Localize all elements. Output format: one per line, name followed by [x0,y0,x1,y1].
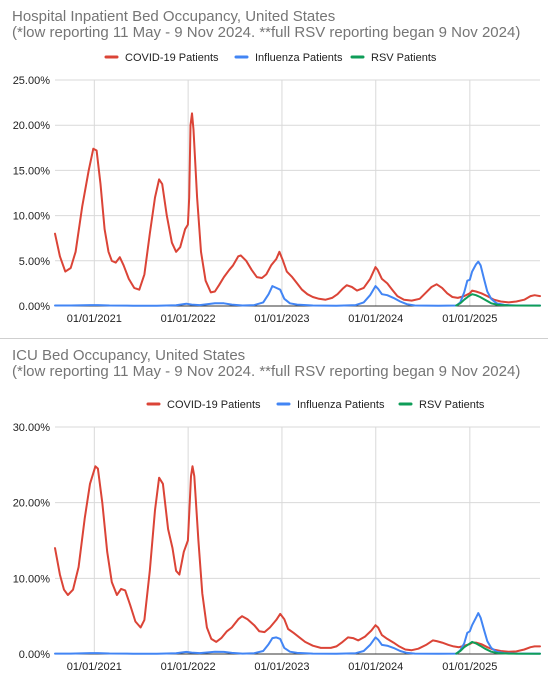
chart-subtitle: (*low reporting 11 May - 9 Nov 2024. **f… [12,363,521,380]
chart-subtitle: (*low reporting 11 May - 9 Nov 2024. **f… [12,24,521,41]
legend-item: RSV Patients [398,399,485,411]
icu-occupancy-chart: ICU Bed Occupancy, United States (*low r… [0,339,548,675]
series-line-covid19 [54,465,541,653]
legend-label: COVID-19 Patients [125,52,219,64]
x-tick-label: 01/01/2023 [254,313,309,325]
y-tick-label: 0.00% [19,649,50,661]
legend-label: Influenza Patients [255,52,343,64]
legend-label: COVID-19 Patients [167,399,261,411]
series-line-covid19 [54,112,541,304]
y-tick-label: 0.00% [19,301,50,313]
x-tick-label: 01/01/2022 [161,313,216,325]
x-tick-label: 01/01/2025 [442,661,497,673]
chart-title: ICU Bed Occupancy, United States [12,347,246,364]
y-tick-label: 20.00% [13,498,51,510]
x-tick-label: 01/01/2022 [161,661,216,673]
y-tick-label: 30.00% [13,422,51,434]
series-line-rsv [455,293,541,307]
y-tick-label: 10.00% [13,573,51,585]
y-tick-label: 15.00% [13,165,51,177]
x-tick-label: 01/01/2024 [348,661,403,673]
legend-item: Influenza Patients [234,52,343,64]
legend-item: COVID-19 Patients [146,399,261,411]
legend-label: RSV Patients [419,399,485,411]
chart-title: Hospital Inpatient Bed Occupancy, United… [12,8,336,25]
x-tick-label: 01/01/2025 [442,313,497,325]
legend-label: RSV Patients [371,52,437,64]
series-line-influenza [54,260,541,307]
y-tick-label: 20.00% [13,120,51,132]
hospital-occupancy-chart: Hospital Inpatient Bed Occupancy, United… [12,8,541,325]
x-tick-label: 01/01/2023 [254,661,309,673]
legend-item: RSV Patients [350,52,437,64]
icu-occupancy-plot: 0.00% 10.00% 20.00% 30.00% 01/01/2021 01/01/2… [13,399,541,673]
y-tick-label: 10.00% [13,211,51,223]
legend-item: Influenza Patients [276,399,385,411]
legend-item: COVID-19 Patients [104,52,219,64]
y-tick-label: 5.00% [19,256,50,268]
series-line-influenza [54,612,541,655]
series-line-rsv [455,640,541,655]
hospital-occupancy-plot: 0.00% 5.00% 10.00% 15.00% 20.00% 25.00% 01/01/… [13,52,541,325]
chart-divider [0,338,548,339]
y-tick-label: 25.00% [13,75,51,87]
x-tick-label: 01/01/2021 [67,661,122,673]
x-tick-label: 01/01/2021 [67,313,122,325]
legend-label: Influenza Patients [297,399,385,411]
x-tick-label: 01/01/2024 [348,313,403,325]
